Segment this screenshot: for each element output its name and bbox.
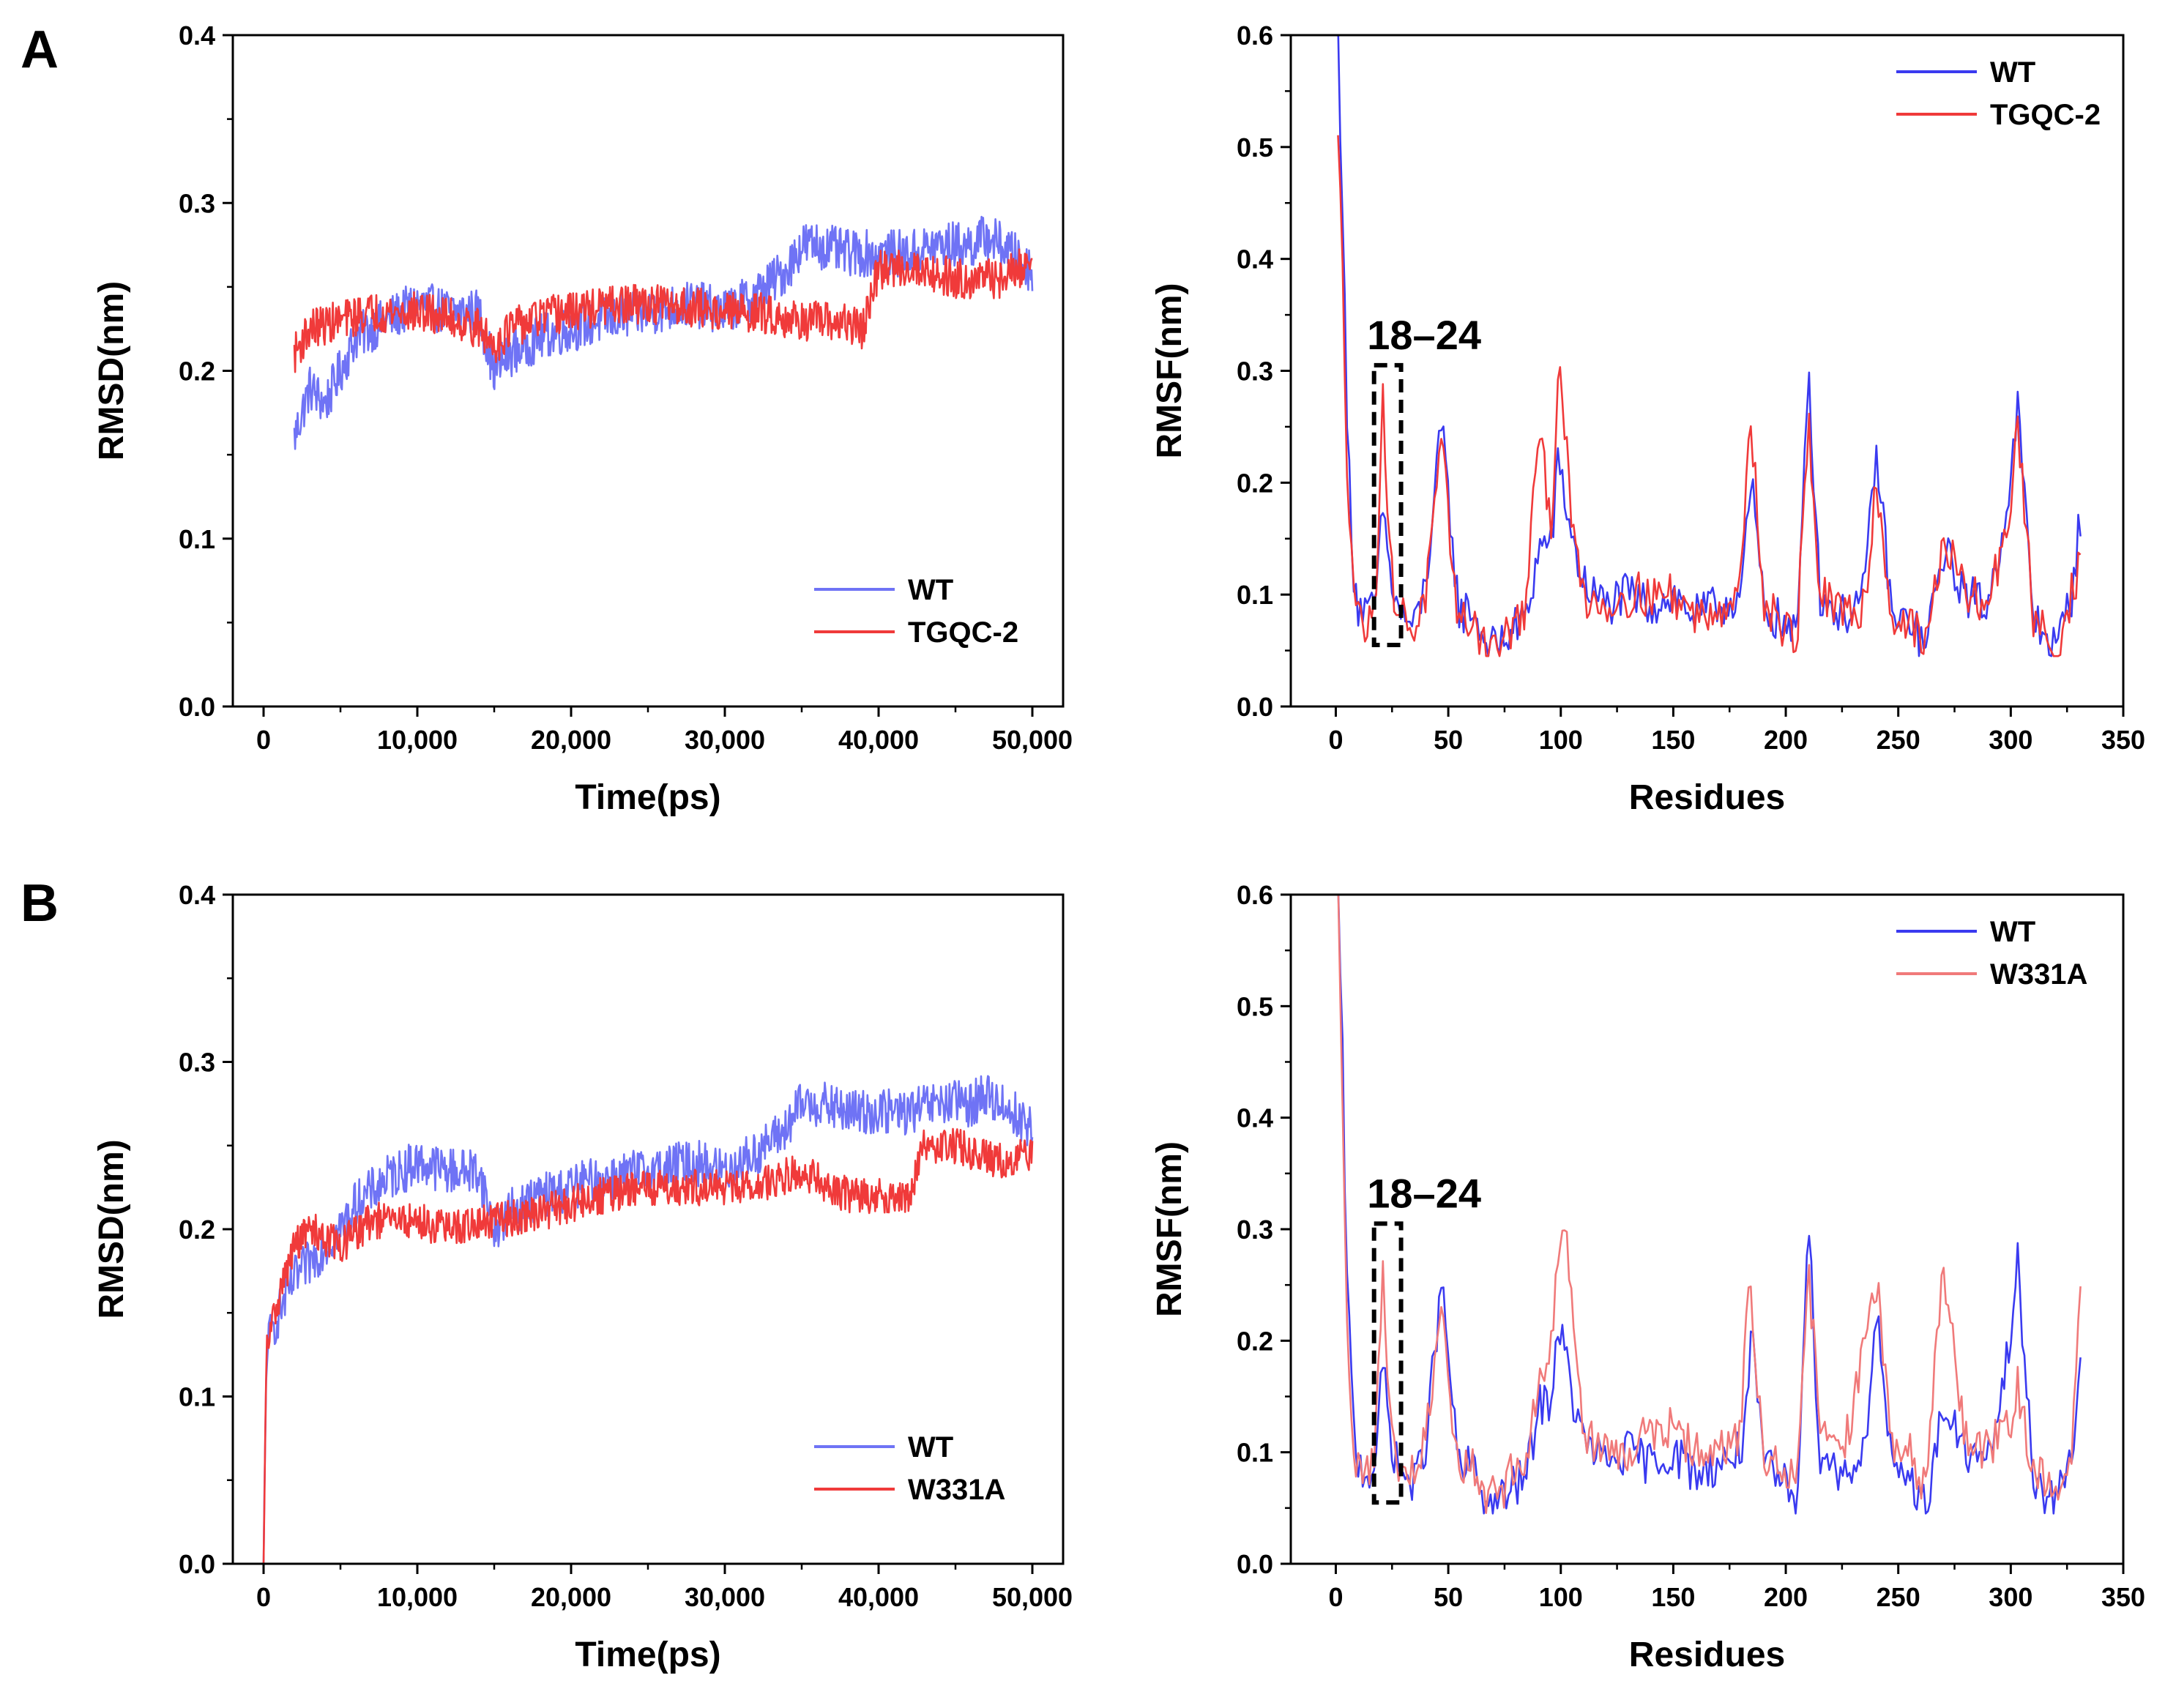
- x-tick-label: 350: [2101, 725, 2145, 755]
- x-tick-label: 50,000: [992, 1582, 1073, 1612]
- y-tick-label: 0.0: [1237, 1549, 1273, 1579]
- y-axis-title: RMSD(nm): [92, 281, 131, 460]
- y-tick-label: 0.2: [179, 357, 215, 387]
- panel-label-b: B: [21, 874, 59, 933]
- x-tick-label: 50,000: [992, 725, 1073, 755]
- legend: WT W331A: [1896, 916, 2087, 991]
- y-tick-label: 0.0: [179, 1549, 215, 1579]
- y-tick-label: 0.4: [1237, 245, 1273, 275]
- chart-a-rmsd: 0 10,000 20,000 30,000 40,000 50,000 0.0 0.1 0.2…: [92, 20, 1073, 817]
- legend-label: WT: [908, 1431, 953, 1463]
- region-box: [1371, 1221, 1404, 1505]
- x-tick-label: 250: [1877, 725, 1920, 755]
- x-tick-label: 20,000: [531, 1582, 611, 1612]
- x-tick-label: 10,000: [377, 725, 458, 755]
- x-tick-label: 250: [1877, 1582, 1920, 1612]
- y-tick-label: 0.3: [1237, 1215, 1273, 1245]
- x-tick-label: 200: [1764, 1582, 1808, 1612]
- series-group: [293, 215, 1034, 450]
- y-tick-label: 0.5: [1237, 991, 1273, 1021]
- x-tick-label: 100: [1539, 1582, 1583, 1612]
- x-tick-label: 0: [1328, 725, 1343, 755]
- x-axis-title: Time(ps): [575, 778, 720, 817]
- chart-b-rmsf: 0 50 100 150 200 250 300 350 0.0 0.1 0.2 0.3 0.4 0.5 0…: [1150, 880, 2145, 1674]
- x-tick-label: 40,000: [838, 725, 919, 755]
- x-tick-label: 0: [256, 1582, 271, 1612]
- legend-label: WT: [1990, 916, 2035, 948]
- x-tick-label: 50: [1434, 1582, 1463, 1612]
- series-group: [1337, 35, 2082, 657]
- legend-label: W331A: [908, 1474, 1005, 1506]
- series-group: [1337, 895, 2082, 1515]
- series-line-wt: [262, 1075, 1034, 1564]
- region-label: 18–24: [1367, 312, 1481, 358]
- y-axis-title: RMSD(nm): [92, 1139, 131, 1319]
- y-tick-label: 0.1: [1237, 1438, 1273, 1468]
- chart-a-rmsf: 0 50 100 150 200 250 300 350 0.0 0.1 0.2 0.3 0.4 0.5 0…: [1150, 20, 2145, 817]
- legend-label: WT: [908, 574, 953, 606]
- panel-label-a: A: [21, 20, 59, 79]
- series-line-w331a: [262, 1127, 1034, 1564]
- x-tick-label: 20,000: [531, 725, 611, 755]
- y-tick-label: 0.2: [1237, 1326, 1273, 1356]
- series-line-w331a: [1337, 895, 2082, 1514]
- legend-label: TGQC-2: [908, 616, 1018, 649]
- series-line-wt: [293, 215, 1034, 450]
- x-tick-label: 30,000: [685, 1582, 765, 1612]
- x-tick-label: 40,000: [838, 1582, 919, 1612]
- y-tick-label: 0.3: [1237, 357, 1273, 387]
- x-tick-label: 300: [1989, 1582, 2032, 1612]
- y-tick-label: 0.0: [1237, 692, 1273, 722]
- y-tick-label: 0.4: [179, 20, 215, 51]
- legend-label: TGQC-2: [1990, 99, 2101, 131]
- x-tick-label: 30,000: [685, 725, 765, 755]
- y-tick-label: 0.0: [179, 692, 215, 722]
- x-axis-title: Residues: [1629, 778, 1785, 817]
- y-tick-label: 0.6: [1237, 880, 1273, 910]
- y-tick-label: 0.5: [1237, 133, 1273, 163]
- legend: WT TGQC-2: [1896, 56, 2101, 131]
- series-line-wt: [1337, 895, 2082, 1515]
- y-axis-title: RMSF(nm): [1150, 1141, 1189, 1317]
- x-tick-label: 300: [1989, 725, 2032, 755]
- x-axis-title: Residues: [1629, 1636, 1785, 1674]
- chart-b-rmsd: 0 10,000 20,000 30,000 40,000 50,000 0.0 0.1 0.2…: [92, 880, 1073, 1674]
- x-tick-label: 150: [1651, 725, 1695, 755]
- y-tick-label: 0.1: [179, 1382, 215, 1412]
- y-tick-label: 0.1: [179, 524, 215, 554]
- x-tick-label: 50: [1434, 725, 1463, 755]
- legend-label: W331A: [1990, 958, 2087, 991]
- x-tick-label: 0: [1328, 1582, 1343, 1612]
- y-tick-label: 0.4: [179, 880, 215, 910]
- legend-label: WT: [1990, 56, 2035, 89]
- region-box: [1371, 362, 1404, 647]
- x-tick-label: 0: [256, 725, 271, 755]
- y-tick-label: 0.4: [1237, 1103, 1273, 1133]
- region-label: 18–24: [1367, 1170, 1481, 1216]
- series-group: [262, 1075, 1034, 1564]
- x-axis-title: Time(ps): [575, 1636, 720, 1674]
- series-line-tgqc-2: [1337, 135, 2082, 657]
- x-tick-label: 150: [1651, 1582, 1695, 1612]
- x-tick-label: 10,000: [377, 1582, 458, 1612]
- x-tick-label: 100: [1539, 725, 1583, 755]
- y-tick-label: 0.3: [179, 188, 215, 218]
- legend: WT W331A: [814, 1431, 1005, 1506]
- y-tick-label: 0.3: [179, 1048, 215, 1078]
- y-tick-label: 0.2: [179, 1215, 215, 1245]
- y-axis-title: RMSF(nm): [1150, 283, 1189, 459]
- y-tick-label: 0.2: [1237, 468, 1273, 498]
- y-tick-label: 0.6: [1237, 20, 1273, 51]
- series-line-tgqc-2: [293, 248, 1033, 373]
- legend: WT TGQC-2: [814, 574, 1018, 649]
- series-line-wt: [1337, 35, 2082, 657]
- x-tick-label: 350: [2101, 1582, 2145, 1612]
- y-tick-label: 0.1: [1237, 580, 1273, 610]
- x-tick-label: 200: [1764, 725, 1808, 755]
